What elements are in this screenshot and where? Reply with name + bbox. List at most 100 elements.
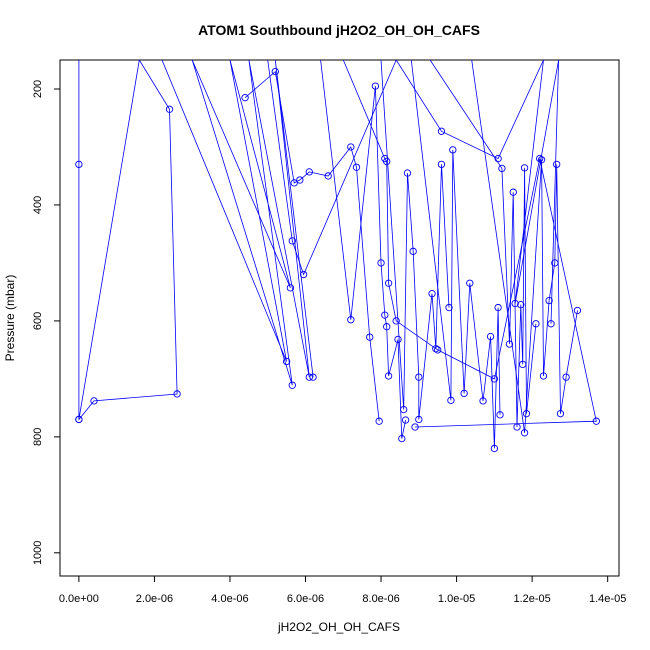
data-point [445, 303, 453, 312]
data-point [75, 415, 83, 424]
series-line [380, 60, 450, 420]
data-point [494, 303, 502, 312]
data-point [411, 423, 419, 431]
data-point [511, 299, 519, 308]
x-tick-label: 1.2e-05 [513, 593, 550, 605]
data-point [290, 179, 298, 187]
data-point [165, 105, 174, 113]
data-point [494, 154, 502, 163]
series-4 [320, 60, 410, 443]
data-point [305, 373, 313, 381]
series-9 [342, 60, 600, 431]
data-point [401, 416, 410, 424]
data-point [437, 160, 446, 169]
data-point [288, 237, 296, 245]
series-10 [267, 60, 559, 328]
data-point [592, 417, 600, 425]
data-point [384, 372, 393, 380]
data-point [381, 311, 389, 319]
data-point [324, 172, 332, 180]
x-tick-label: 8.0e-06 [362, 593, 399, 605]
y-tick-label: 800 [32, 428, 44, 446]
x-tick-label: 1.0e-05 [438, 593, 475, 605]
data-point [271, 67, 279, 76]
data-point [428, 289, 436, 298]
data-point [383, 323, 391, 331]
data-point [392, 317, 400, 325]
series-layer [75, 60, 600, 453]
data-point [556, 410, 565, 418]
data-point [519, 360, 527, 369]
x-tick-label: 4.0e-06 [211, 593, 248, 605]
data-point [490, 444, 499, 453]
y-tick-label: 400 [32, 196, 44, 214]
data-point [394, 335, 402, 344]
data-point [498, 164, 506, 173]
data-point [460, 389, 468, 398]
y-axis: 200 400 600 800 1000 [32, 80, 60, 565]
data-point [479, 397, 487, 405]
x-tick-label: 2.0e-06 [136, 593, 173, 605]
x-tick-label: 1.4e-05 [589, 593, 626, 605]
data-point [347, 143, 355, 151]
data-point [296, 176, 304, 184]
data-point [299, 270, 308, 279]
series-line [244, 70, 380, 422]
series-line [267, 60, 559, 324]
data-point [241, 94, 249, 102]
series-3 [241, 67, 383, 425]
series-line [161, 60, 314, 386]
series-line [342, 60, 597, 428]
data-point [415, 415, 423, 424]
series-line [320, 60, 406, 439]
data-point [490, 375, 499, 383]
data-point [286, 284, 295, 292]
data-point [377, 259, 385, 267]
data-point [553, 160, 561, 169]
data-point [371, 82, 380, 90]
data-point [551, 259, 559, 267]
y-tick-label: 200 [32, 80, 44, 98]
x-tick-label: 0.0e+00 [59, 593, 99, 605]
data-point [562, 373, 570, 381]
data-point [288, 381, 296, 389]
data-point [384, 279, 393, 287]
data-point [517, 301, 525, 309]
series-5 [380, 60, 453, 424]
data-point [352, 163, 361, 171]
data-point [400, 405, 408, 414]
chart-title: ATOM1 Southbound jH2O2_OH_OH_CAFS [198, 22, 480, 38]
data-point [173, 390, 181, 398]
data-point [547, 320, 555, 328]
data-point [282, 357, 291, 366]
data-point [536, 154, 544, 163]
x-axis: 0.0e+00 2.0e-06 4.0e-06 6.0e-06 8.0e-06 1.0e-… [59, 576, 626, 605]
data-point [347, 316, 355, 324]
data-point [383, 157, 391, 166]
data-point [449, 146, 457, 154]
plot-frame [59, 59, 620, 577]
data-point [415, 373, 423, 381]
data-point [520, 429, 529, 437]
y-tick-label: 600 [32, 312, 44, 330]
data-point [447, 396, 455, 404]
series-line [429, 60, 537, 428]
data-point [432, 345, 440, 353]
data-point [434, 346, 442, 354]
data-point [509, 188, 517, 196]
data-point [403, 169, 412, 177]
data-point [573, 306, 582, 315]
data-point [398, 434, 406, 443]
data-point [409, 247, 417, 255]
x-axis-label: jH2O2_OH_OH_CAFS [277, 620, 400, 634]
data-point [532, 320, 540, 328]
series-1 [75, 60, 181, 424]
data-point [496, 411, 504, 419]
data-point [520, 164, 529, 172]
series-2 [161, 60, 317, 389]
data-point [486, 332, 495, 341]
data-point [90, 397, 98, 405]
data-point [75, 160, 83, 169]
